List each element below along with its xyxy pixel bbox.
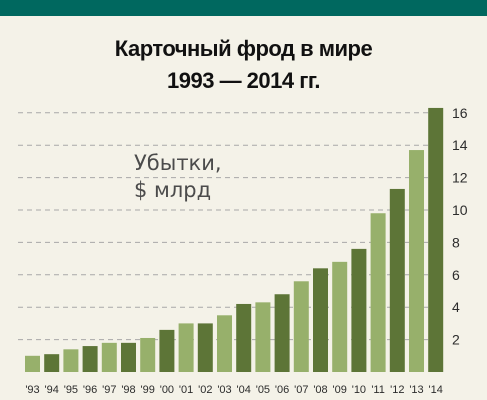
bar-09 [332,261,348,372]
chart-title-line-2: 1993 — 2014 гг. [167,68,320,93]
bar-10 [351,248,367,372]
y-tick-label-6: 6 [452,267,460,283]
x-tick-label-97: '97 [102,384,116,396]
x-tick-label-99: '99 [141,384,155,396]
y-tick-label-2: 2 [452,332,460,348]
bar-12 [389,188,405,372]
bar-94 [44,354,60,372]
bar-04 [236,303,252,372]
bar-08 [313,268,328,372]
x-tick-label-02: '02 [198,384,212,396]
bar-13 [409,150,424,372]
x-tick-label-96: '96 [83,384,97,396]
y-tick-label-16: 16 [452,105,468,121]
y-axis-label-line-2: $ млрд [134,178,212,202]
chart-title-line-1: Карточный фрод в мире [114,36,373,61]
y-axis-label-line-1: Убытки, [134,151,222,175]
x-tick-label-09: '09 [333,384,347,396]
bar-11 [370,213,386,372]
bar-96 [82,346,98,372]
x-tick-label-06: '06 [275,384,289,396]
x-tick-label-03: '03 [217,384,231,396]
x-tick-label-98: '98 [121,384,135,396]
x-tick-label-14: '14 [429,384,443,396]
bar-93 [25,355,40,372]
x-tick-label-04: '04 [237,384,251,396]
bar-06 [274,294,290,372]
x-tick-label-08: '08 [313,384,327,396]
y-tick-label-8: 8 [452,234,460,250]
grid-lines [18,112,440,341]
bar-07 [293,281,309,372]
bar-99 [140,337,156,372]
bar-95 [63,349,79,372]
bar-14 [428,107,444,372]
x-tick-label-13: '13 [409,384,423,396]
x-tick-label-95: '95 [64,384,78,396]
x-tick-label-10: '10 [352,384,366,396]
y-axis-label: Убытки, $ млрд [134,150,222,204]
y-tick-label-14: 14 [452,137,468,153]
x-tick-label-93: '93 [25,384,39,396]
x-axis-ticks: '93 '94 '95 '96 '97 '98 '99 '00 '01 '02 '03 '04 '05 '… [25,384,443,396]
bar-01 [178,323,194,372]
y-tick-label-12: 12 [452,170,468,186]
x-tick-label-01: '01 [179,384,193,396]
bar-03 [217,315,232,372]
x-tick-label-07: '07 [294,384,308,396]
y-axis-ticks: 2 4 6 8 10 12 14 16 [452,105,468,348]
bars [25,107,444,372]
bar-00 [159,329,175,372]
bar-98 [121,342,136,372]
x-tick-label-12: '12 [390,384,404,396]
x-tick-label-11: '11 [371,384,385,396]
bar-97 [101,342,117,372]
x-tick-label-00: '00 [160,384,174,396]
y-tick-label-10: 10 [452,202,468,218]
y-tick-label-4: 4 [452,299,460,315]
bar-05 [255,302,271,372]
header-band [0,0,487,16]
bar-02 [197,323,213,372]
x-tick-label-94: '94 [45,384,59,396]
x-tick-label-05: '05 [256,384,270,396]
